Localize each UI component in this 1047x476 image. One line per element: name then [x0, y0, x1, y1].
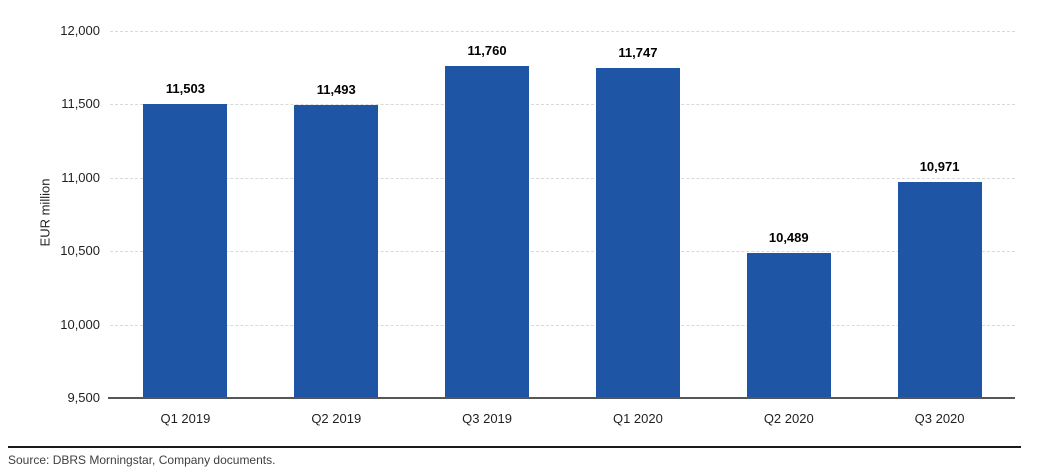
bar-q3-2019 [445, 66, 530, 398]
x-tick-label: Q3 2019 [462, 411, 513, 426]
x-axis-line [108, 397, 1015, 399]
x-tick-label: Q3 2020 [914, 411, 965, 426]
bar-q2-2020 [746, 252, 831, 398]
bar-value-label: 11,493 [316, 82, 356, 98]
x-tick-label: Q1 2019 [160, 411, 211, 426]
y-tick-label: 9,500 [67, 390, 100, 405]
bar-value-label: 11,503 [165, 80, 205, 96]
gridline [110, 324, 1015, 326]
x-tick-label: Q1 2020 [612, 411, 663, 426]
y-tick-label: 12,000 [60, 23, 100, 38]
x-tick-label: Q2 2020 [763, 411, 814, 426]
y-tick-label: 10,000 [60, 316, 100, 332]
y-tick-label: 11,500 [61, 96, 100, 112]
source-note: Source: DBRS Morningstar, Company docume… [8, 453, 276, 467]
bar-value-label: 11,760 [467, 43, 507, 59]
gridline [110, 251, 1015, 253]
bar-q1-2020 [595, 68, 680, 398]
x-tick-label: Q2 2019 [311, 411, 362, 426]
gridline [110, 31, 1015, 32]
bar-q3-2020 [897, 182, 982, 398]
bar-value-label: 10,489 [768, 229, 809, 245]
footer-divider [8, 446, 1021, 448]
y-tick-label: 10,500 [60, 243, 100, 259]
bar-value-label: 10,971 [919, 159, 960, 175]
gridline [110, 177, 1015, 179]
gridline [110, 104, 1015, 106]
bar-q2-2019 [294, 105, 379, 398]
y-tick-label: 11,000 [61, 169, 100, 185]
bar-q1-2019 [143, 103, 228, 398]
bar-value-label: 11,747 [618, 45, 658, 61]
plot-area: 11,503 11,493 11,760 11,747 10,489 10,971 [110, 31, 1015, 398]
